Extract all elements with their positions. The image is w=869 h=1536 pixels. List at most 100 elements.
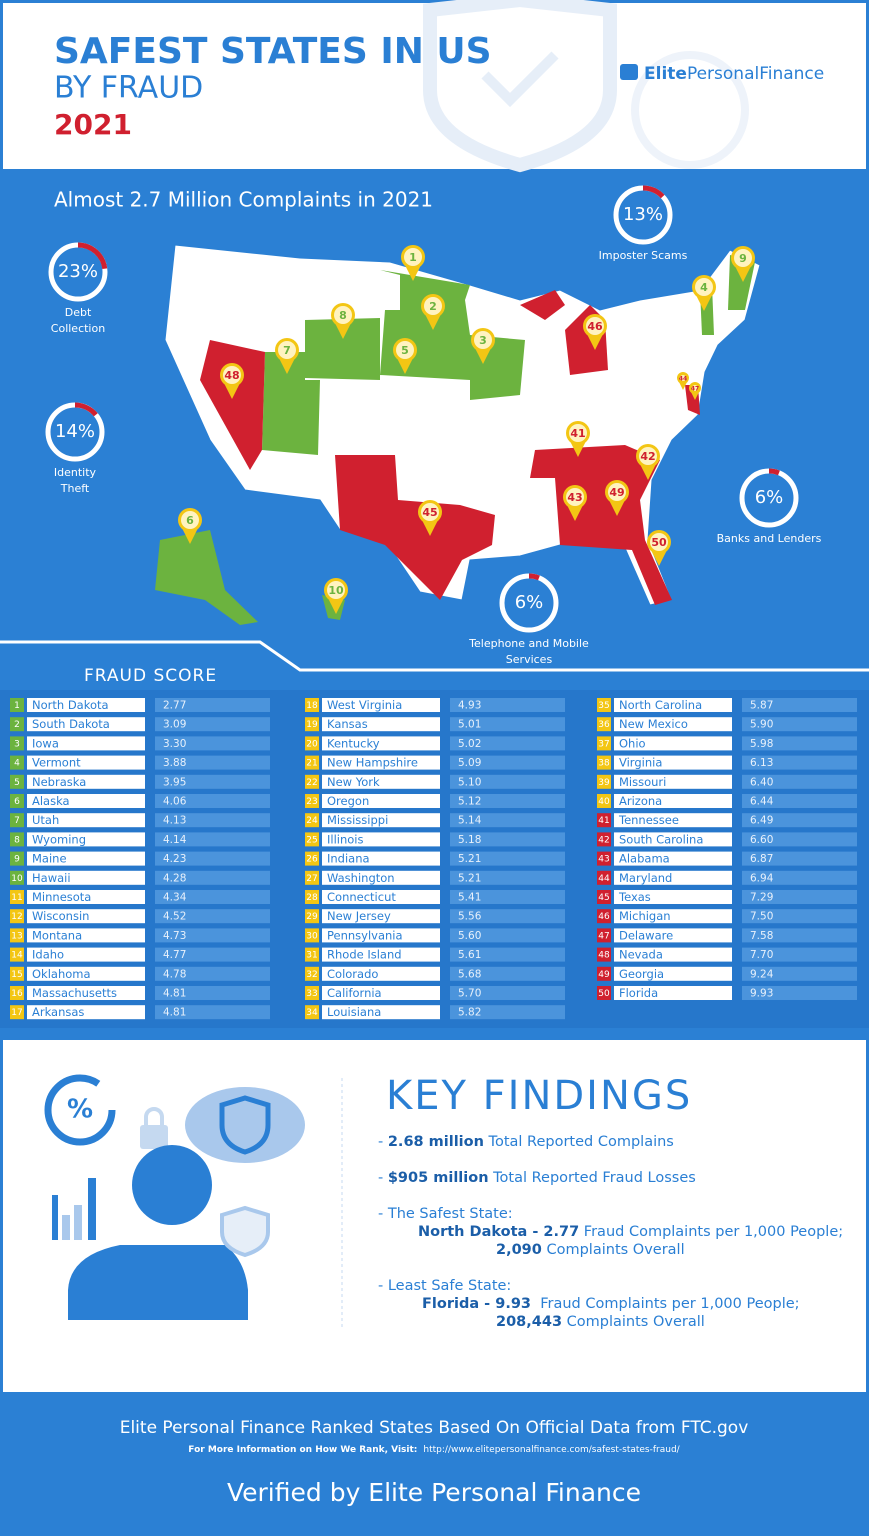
brand-icon: [620, 64, 638, 80]
state: Oregon: [327, 794, 369, 808]
rank: 13: [11, 931, 22, 941]
state: Indiana: [327, 852, 370, 866]
donut-label: 14%: [55, 421, 95, 442]
verified: Verified by Elite Personal Finance: [227, 1478, 641, 1507]
rank: 39: [598, 778, 610, 788]
pin-label: 44: [679, 376, 687, 383]
score-box: [450, 928, 565, 943]
state-box: [322, 909, 440, 924]
score: 5.09: [458, 757, 481, 769]
rank: 16: [11, 989, 23, 999]
pin-pointer: [608, 499, 626, 516]
rank-box: [597, 928, 611, 943]
finding-bold: $905 million: [388, 1170, 489, 1186]
rank: 49: [598, 970, 610, 980]
donut-label: 6%: [755, 487, 784, 508]
rank-box: [305, 947, 319, 962]
score: 3.30: [163, 738, 186, 750]
rank-box: [597, 774, 611, 789]
divider: [0, 640, 869, 672]
rank-box: [305, 928, 319, 943]
state-box: [614, 794, 732, 808]
score: 4.34: [163, 892, 187, 904]
rank: 21: [306, 759, 317, 769]
state-box: [27, 870, 145, 885]
score: 5.61: [458, 949, 481, 961]
score-box: [155, 870, 270, 885]
pin-pointer: [566, 504, 584, 521]
state-box: [322, 947, 440, 962]
rank-box: [597, 870, 611, 885]
state: New York: [327, 775, 380, 789]
score-box: [742, 717, 857, 732]
score: 5.56: [458, 911, 482, 923]
state: Pennsylvania: [327, 928, 403, 942]
score-box: [450, 736, 565, 751]
rank-box: [10, 890, 24, 904]
state: New Mexico: [619, 717, 688, 731]
score: 3.88: [163, 757, 186, 769]
donut-label: 6%: [515, 592, 544, 613]
rank-box: [597, 947, 611, 962]
pin-pointer: [421, 519, 439, 536]
rank: 32: [306, 970, 317, 980]
lock-shackle: [144, 1107, 164, 1125]
state: Ohio: [619, 736, 646, 750]
rank: 34: [306, 1008, 318, 1018]
rank-box: [10, 755, 24, 770]
rank-box: [597, 832, 611, 847]
score: 2.77: [163, 700, 186, 712]
rank-box: [597, 755, 611, 770]
footer-info: For More Information on How We Rank, Vis…: [188, 1445, 680, 1455]
state-box: [27, 794, 145, 808]
rank: 46: [598, 912, 610, 922]
state: North Carolina: [619, 698, 702, 712]
rank-box: [597, 717, 611, 732]
score: 6.94: [750, 872, 774, 884]
pin-inner: [692, 385, 698, 391]
state: Oklahoma: [32, 967, 91, 981]
score: 4.78: [163, 968, 186, 980]
rank: 29: [306, 912, 318, 922]
pin-label: 9: [739, 252, 747, 265]
rank: 14: [11, 951, 23, 961]
score-box: [450, 774, 565, 789]
score: 5.14: [458, 815, 482, 827]
map-heading: Almost 2.7 Million Complaints in 2021: [54, 188, 433, 212]
score-box: [155, 832, 270, 847]
finding-line: North Dakota - 2.77 Fraud Complaints per…: [418, 1224, 843, 1240]
score: 5.21: [458, 853, 481, 865]
pin-pointer: [690, 391, 700, 400]
pin-pointer: [474, 347, 492, 364]
rank: 28: [306, 893, 318, 903]
score-box: [155, 890, 270, 904]
pin-pointer: [334, 322, 352, 339]
rank-box: [597, 794, 611, 808]
donut-name: Imposter Scams: [599, 249, 688, 262]
finding-text: Complaints Overall: [562, 1314, 705, 1330]
state-box: [27, 851, 145, 866]
score: 5.68: [458, 968, 481, 980]
person-body: [68, 1245, 248, 1320]
state-box: [322, 717, 440, 732]
speech-bubble: [185, 1087, 305, 1163]
pin-pointer: [569, 440, 587, 457]
pin-label: 5: [401, 344, 409, 357]
pin-inner: [734, 249, 752, 267]
state-box: [27, 1005, 145, 1020]
pin-label: 50: [651, 536, 667, 549]
pin-label: 45: [422, 506, 437, 519]
score-box: [450, 851, 565, 866]
rank-box: [305, 870, 319, 885]
rank: 41: [598, 816, 609, 826]
state-box: [614, 947, 732, 962]
donut-arc: [613, 185, 673, 245]
footer-url: http://www.elitepersonalfinance.com/safe…: [423, 1445, 680, 1455]
score: 4.81: [163, 1007, 186, 1019]
donut-name: Telephone and Mobile Services: [468, 637, 589, 666]
finding-line: Florida - 9.93 Fraud Complaints per 1,00…: [422, 1296, 800, 1312]
map-nevada: [200, 340, 265, 470]
rank: 36: [598, 720, 610, 730]
